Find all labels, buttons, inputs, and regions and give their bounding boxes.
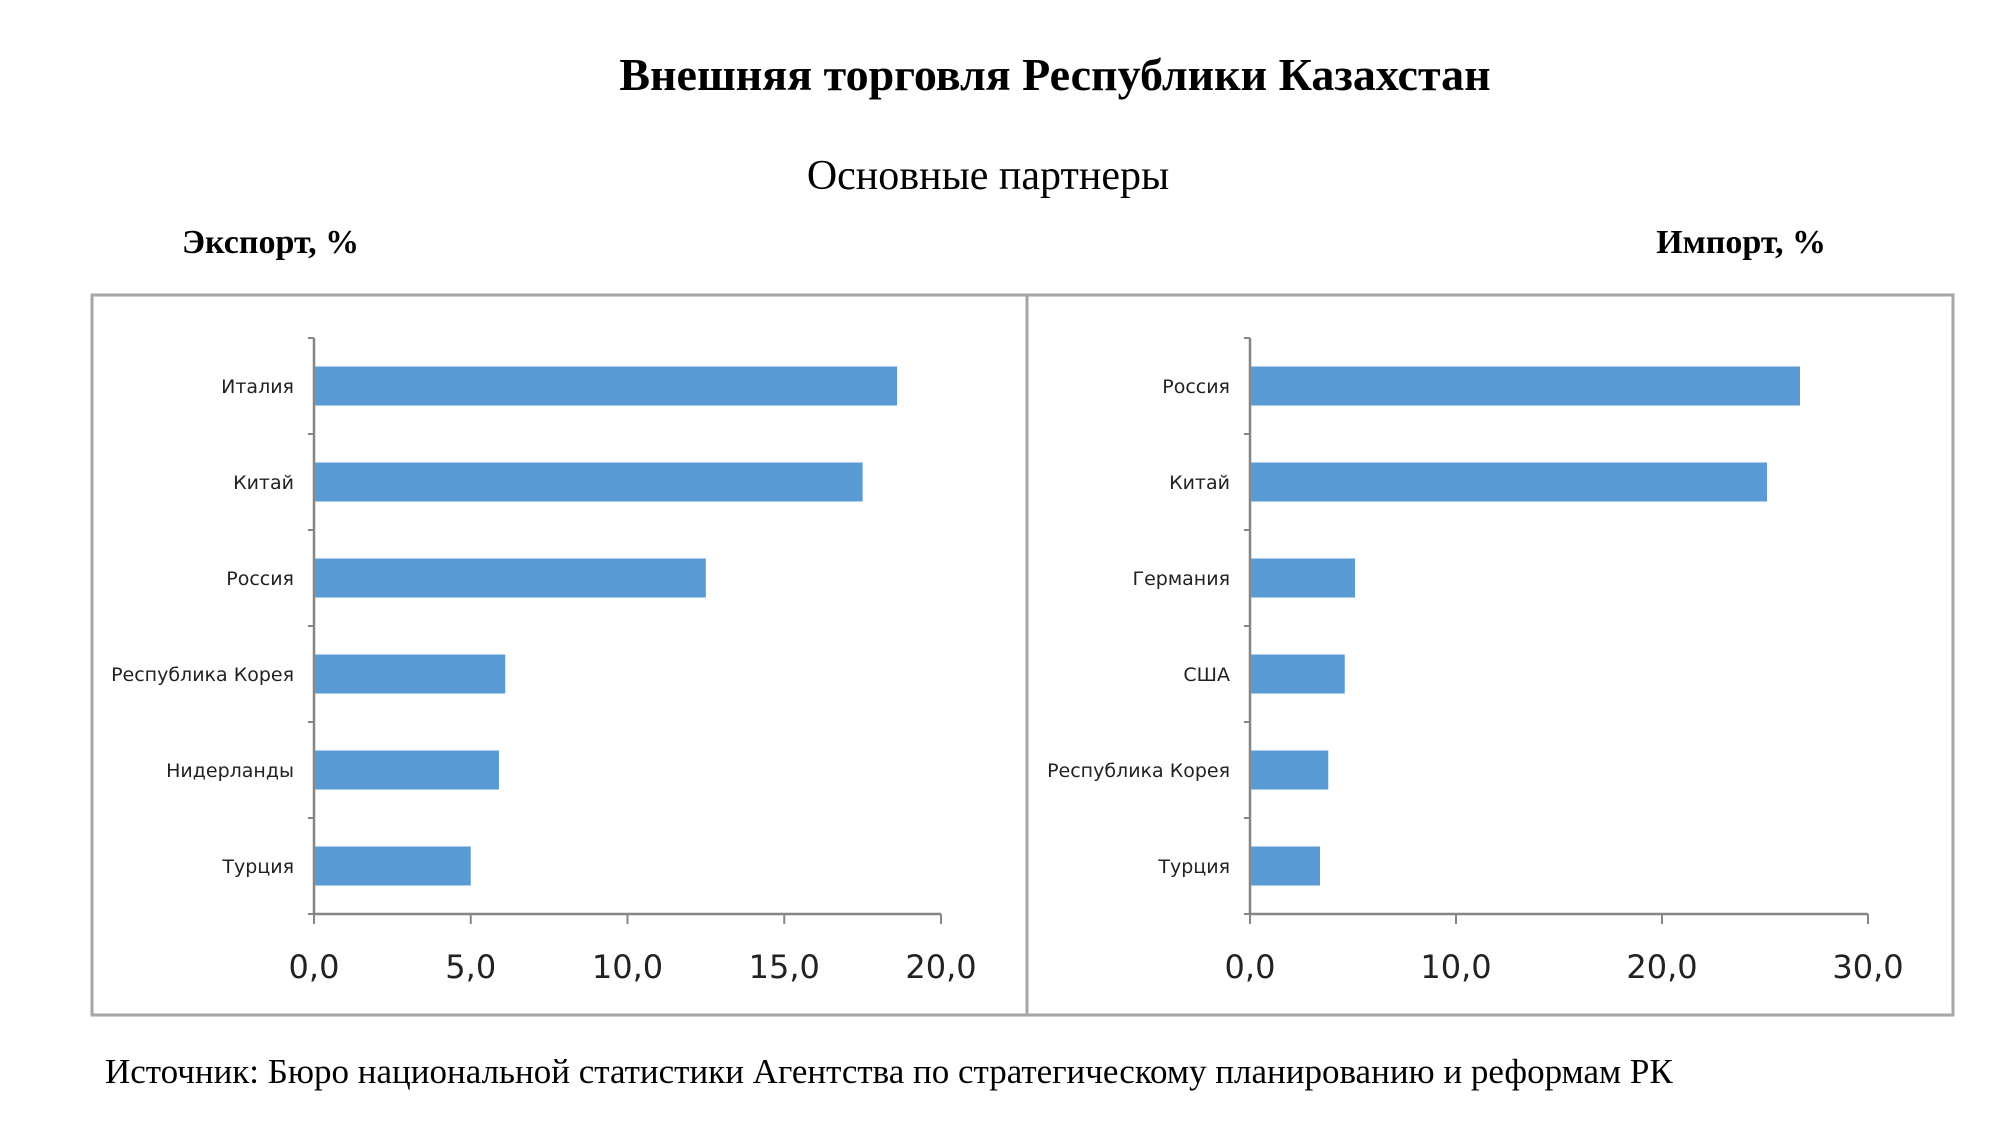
export-bar: [315, 846, 471, 886]
import-x-tick-label: 0,0: [1225, 948, 1276, 986]
export-bar: [315, 750, 499, 790]
import-chart-title: Импорт, %: [1656, 224, 1826, 261]
export-category-label: Италия: [221, 376, 294, 398]
import-bar: [1251, 846, 1321, 886]
import-category-label: Турция: [1157, 856, 1230, 878]
export-category-label: Республика Корея: [111, 664, 294, 686]
export-bar: [315, 462, 863, 502]
export-category-label: Россия: [226, 568, 294, 590]
export-bar: [315, 558, 706, 598]
import-bar: [1251, 558, 1356, 598]
import-x-tick-label: 30,0: [1832, 948, 1903, 986]
export-bar: [315, 366, 898, 406]
page-title: Внешняя торговля Республики Казахстан: [619, 49, 1491, 100]
import-category-label: Россия: [1162, 376, 1230, 398]
import-bar: [1251, 462, 1768, 502]
export-x-tick-label: 15,0: [749, 948, 820, 986]
import-bar: [1251, 750, 1329, 790]
import-category-label: Республика Корея: [1047, 760, 1230, 782]
export-x-tick-label: 20,0: [905, 948, 976, 986]
import-bar: [1251, 654, 1345, 694]
import-bar: [1251, 366, 1801, 406]
export-chart-title: Экспорт, %: [182, 224, 360, 261]
import-x-tick-label: 10,0: [1420, 948, 1491, 986]
page-subtitle: Основные партнеры: [806, 153, 1170, 199]
export-category-label: Турция: [221, 856, 294, 878]
import-category-label: США: [1183, 664, 1230, 686]
export-x-tick-label: 0,0: [289, 948, 340, 986]
export-bar: [315, 654, 506, 694]
export-category-label: Нидерланды: [166, 760, 294, 782]
export-category-label: Китай: [233, 472, 294, 494]
export-x-tick-label: 5,0: [445, 948, 496, 986]
import-category-label: Германия: [1132, 568, 1230, 590]
import-x-tick-label: 20,0: [1626, 948, 1697, 986]
export-x-tick-label: 10,0: [592, 948, 663, 986]
source-note: Источник: Бюро национальной статистики А…: [105, 1052, 1673, 1091]
import-category-label: Китай: [1169, 472, 1230, 494]
chart-border: [90, 293, 1955, 1017]
